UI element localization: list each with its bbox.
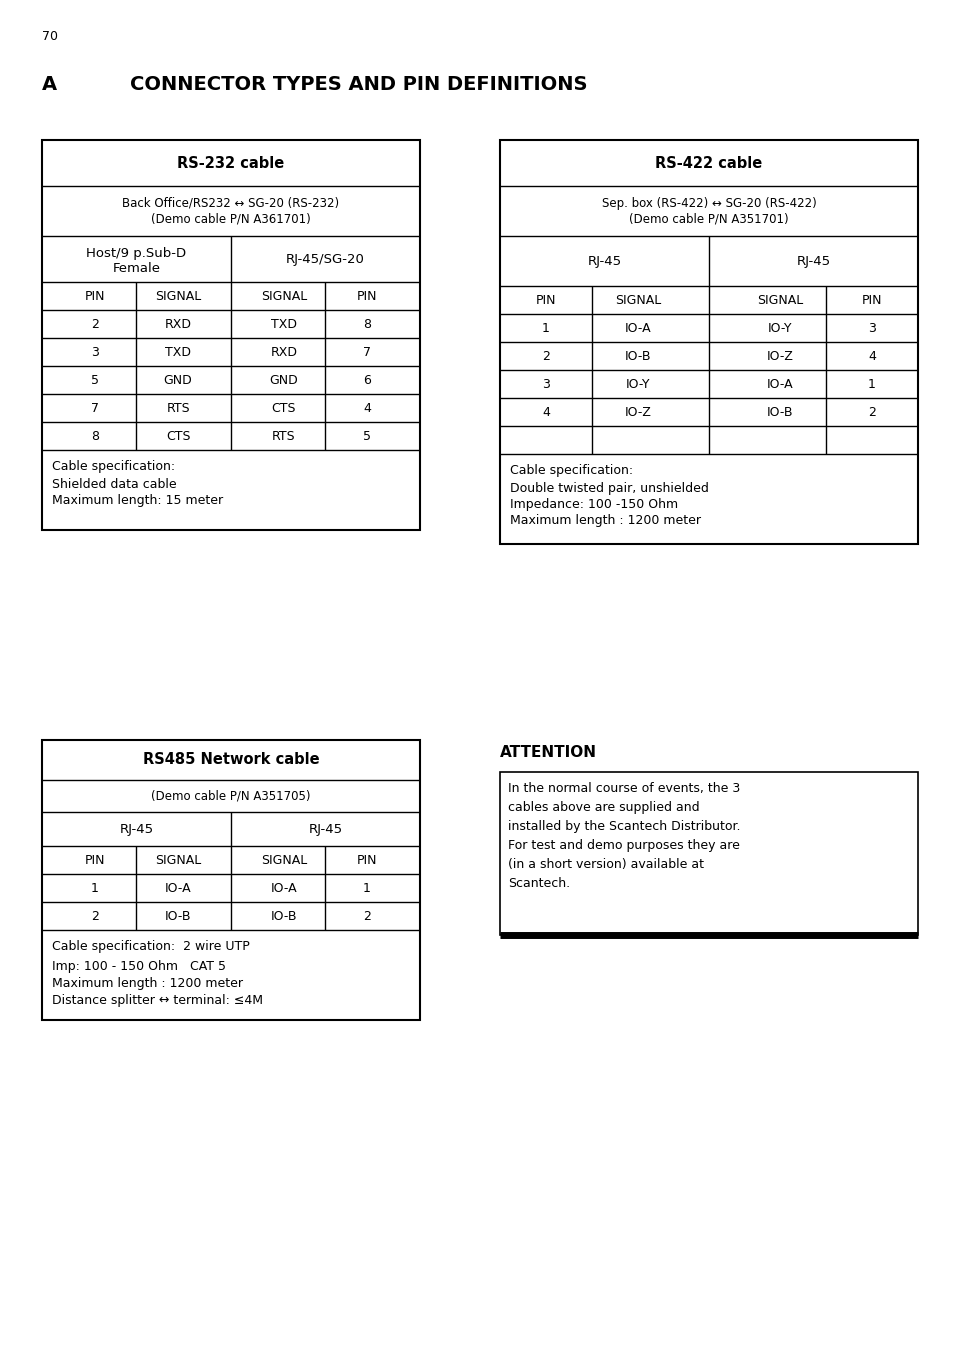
Text: RJ-45: RJ-45	[308, 822, 342, 836]
Text: 2: 2	[867, 406, 875, 419]
Text: SIGNAL: SIGNAL	[154, 289, 201, 303]
Text: PIN: PIN	[536, 293, 556, 307]
Text: RJ-45: RJ-45	[119, 822, 153, 836]
Text: SIGNAL: SIGNAL	[260, 289, 307, 303]
Text: Host/9 p.Sub-D: Host/9 p.Sub-D	[87, 247, 187, 261]
Text: GND: GND	[270, 373, 298, 387]
Text: RXD: RXD	[270, 346, 297, 358]
Text: TXD: TXD	[165, 346, 191, 358]
Text: IO-B: IO-B	[165, 910, 192, 922]
Text: installed by the Scantech Distributor.: installed by the Scantech Distributor.	[507, 821, 740, 833]
Text: cables above are supplied and: cables above are supplied and	[507, 800, 699, 814]
Text: RJ-45: RJ-45	[587, 254, 621, 268]
Text: PIN: PIN	[85, 289, 105, 303]
Text: CTS: CTS	[272, 402, 295, 415]
Bar	[499, 772, 917, 936]
Text: 1: 1	[867, 377, 875, 391]
Text: 5: 5	[91, 373, 99, 387]
Text: RJ-45: RJ-45	[796, 254, 830, 268]
Text: PIN: PIN	[356, 289, 377, 303]
Text: RS485 Network cable: RS485 Network cable	[143, 753, 319, 768]
Text: GND: GND	[164, 373, 193, 387]
Text: IO-Y: IO-Y	[767, 322, 792, 334]
Text: 2: 2	[91, 318, 99, 330]
Text: Shielded data cable: Shielded data cable	[52, 479, 176, 491]
Text: Distance splitter ↔ terminal: ≤4M: Distance splitter ↔ terminal: ≤4M	[52, 994, 263, 1007]
Text: 3: 3	[91, 346, 99, 358]
Text: Maximum length : 1200 meter: Maximum length : 1200 meter	[52, 977, 243, 990]
Text: Impedance: 100 -150 Ohm: Impedance: 100 -150 Ohm	[510, 498, 678, 511]
Text: Maximum length : 1200 meter: Maximum length : 1200 meter	[510, 514, 700, 527]
Text: CONNECTOR TYPES AND PIN DEFINITIONS: CONNECTOR TYPES AND PIN DEFINITIONS	[130, 74, 587, 95]
Text: 4: 4	[541, 406, 549, 419]
Text: SIGNAL: SIGNAL	[756, 293, 802, 307]
Text: 8: 8	[91, 430, 99, 442]
Text: In the normal course of events, the 3: In the normal course of events, the 3	[507, 781, 740, 795]
Text: 3: 3	[541, 377, 549, 391]
Text: Female: Female	[112, 262, 160, 276]
Text: Cable specification:: Cable specification:	[510, 464, 633, 477]
Text: ATTENTION: ATTENTION	[499, 745, 597, 760]
Text: Cable specification:: Cable specification:	[52, 460, 175, 473]
Text: IO-A: IO-A	[766, 377, 793, 391]
Text: 2: 2	[363, 910, 371, 922]
Text: Scantech.: Scantech.	[507, 877, 570, 890]
Text: CTS: CTS	[166, 430, 191, 442]
Text: IO-A: IO-A	[165, 882, 192, 895]
Text: 3: 3	[867, 322, 875, 334]
Bar	[499, 141, 917, 544]
Text: IO-B: IO-B	[766, 406, 793, 419]
Text: IO-B: IO-B	[624, 350, 651, 362]
Text: Cable specification:  2 wire UTP: Cable specification: 2 wire UTP	[52, 940, 250, 953]
Text: Maximum length: 15 meter: Maximum length: 15 meter	[52, 493, 223, 507]
Text: SIGNAL: SIGNAL	[260, 853, 307, 867]
Text: (in a short version) available at: (in a short version) available at	[507, 859, 703, 871]
Text: 7: 7	[363, 346, 371, 358]
Text: IO-A: IO-A	[271, 882, 297, 895]
Text: Back Office/RS232 ↔ SG-20 (RS-232)
(Demo cable P/N A361701): Back Office/RS232 ↔ SG-20 (RS-232) (Demo…	[122, 196, 339, 226]
Text: RJ-45/SG-20: RJ-45/SG-20	[286, 253, 365, 265]
Text: 1: 1	[91, 882, 99, 895]
Text: IO-A: IO-A	[624, 322, 651, 334]
Text: RTS: RTS	[166, 402, 190, 415]
Text: PIN: PIN	[356, 853, 377, 867]
Text: 1: 1	[541, 322, 549, 334]
Text: 6: 6	[363, 373, 371, 387]
Text: Imp: 100 - 150 Ohm   CAT 5: Imp: 100 - 150 Ohm CAT 5	[52, 960, 226, 973]
Text: RXD: RXD	[165, 318, 192, 330]
Text: IO-Z: IO-Z	[766, 350, 793, 362]
Text: IO-Z: IO-Z	[624, 406, 651, 419]
Text: SIGNAL: SIGNAL	[154, 853, 201, 867]
Text: TXD: TXD	[271, 318, 296, 330]
Text: Sep. box (RS-422) ↔ SG-20 (RS-422)
(Demo cable P/N A351701): Sep. box (RS-422) ↔ SG-20 (RS-422) (Demo…	[601, 196, 816, 226]
Text: 4: 4	[867, 350, 875, 362]
Text: 2: 2	[91, 910, 99, 922]
Text: IO-B: IO-B	[271, 910, 296, 922]
Text: 7: 7	[91, 402, 99, 415]
Text: (Demo cable P/N A351705): (Demo cable P/N A351705)	[152, 790, 311, 803]
Text: SIGNAL: SIGNAL	[614, 293, 660, 307]
Text: RTS: RTS	[272, 430, 295, 442]
Text: RS-422 cable: RS-422 cable	[655, 155, 761, 170]
Text: A: A	[42, 74, 57, 95]
Text: 5: 5	[363, 430, 371, 442]
Bar	[42, 740, 419, 1019]
Text: 8: 8	[363, 318, 371, 330]
Text: 1: 1	[363, 882, 371, 895]
Text: For test and demo purposes they are: For test and demo purposes they are	[507, 840, 740, 852]
Bar	[42, 141, 419, 530]
Text: PIN: PIN	[85, 853, 105, 867]
Text: 2: 2	[541, 350, 549, 362]
Text: Double twisted pair, unshielded: Double twisted pair, unshielded	[510, 483, 708, 495]
Text: RS-232 cable: RS-232 cable	[177, 155, 284, 170]
Text: IO-Y: IO-Y	[625, 377, 650, 391]
Text: 4: 4	[363, 402, 371, 415]
Text: PIN: PIN	[861, 293, 882, 307]
Text: 70: 70	[42, 30, 58, 43]
